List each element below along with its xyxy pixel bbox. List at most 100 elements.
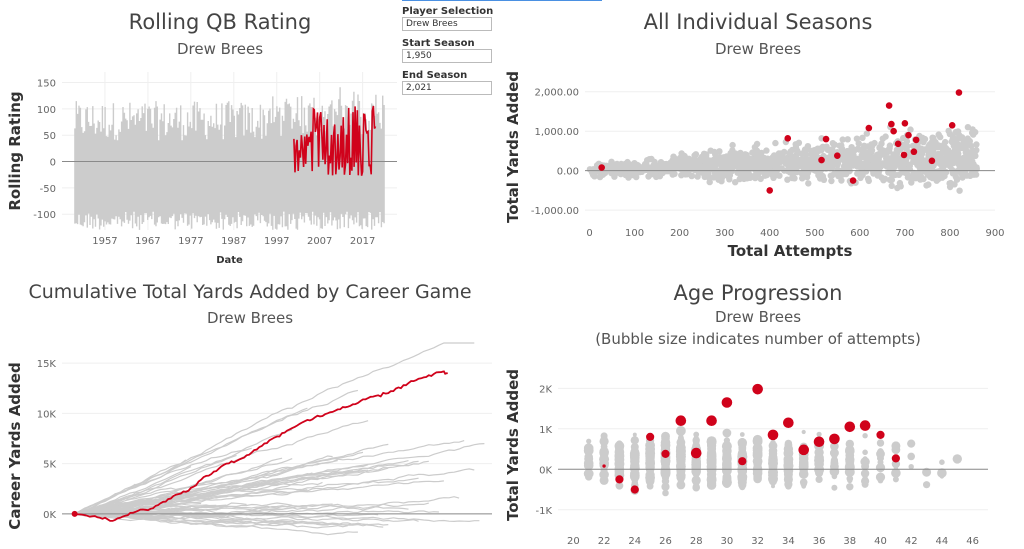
age-other-bubble (630, 461, 640, 470)
seasons-highlight-point (894, 140, 902, 148)
seasons-other-point (962, 146, 970, 153)
seasons-highlight-point (948, 121, 956, 129)
seasons-other-point (973, 141, 980, 148)
age-x-tick-label: 30 (721, 536, 734, 547)
player-selection-input[interactable]: Drew Brees (402, 17, 492, 31)
age-highlight-bubble (646, 432, 655, 442)
age-other-bubble (660, 469, 671, 479)
cumulative-y-axis-label: Career Yards Added (6, 362, 24, 529)
blue-top-bar (402, 0, 602, 1)
seasons-x-axis-label: Total Attempts (728, 242, 853, 260)
age-other-bubble (860, 469, 870, 478)
seasons-other-point (947, 179, 954, 187)
seasons-other-point (900, 161, 908, 168)
age-other-bubble (693, 470, 699, 475)
seasons-highlight-point (910, 148, 918, 156)
seasons-other-point (923, 182, 930, 189)
cumulative-y-tick-label: 10K (37, 409, 57, 420)
age-other-bubble (752, 434, 763, 445)
rolling-y-tick-label: 100 (37, 105, 56, 116)
seasons-other-point (934, 170, 941, 177)
age-highlight-bubble (690, 447, 702, 459)
seasons-highlight-point (766, 187, 774, 194)
age-y-tick-label: 0K (539, 465, 552, 476)
age-other-bubble (846, 483, 854, 491)
age-chart: 20 22 24 26 28 30 32 34 36 38 40 42 44 46 2K 1K 0K -1K Tot… (504, 369, 988, 547)
age-other-bubble (816, 475, 822, 481)
age-highlight-bubble (706, 415, 717, 427)
seasons-other-point (828, 150, 835, 158)
cumulative-y-tick-label: 5K (43, 460, 56, 471)
age-other-bubble (724, 450, 729, 455)
age-x-tick-label: 24 (628, 536, 641, 547)
seasons-other-point (678, 150, 685, 157)
seasons-chart: 0 100 200 300 400 500 600 700 800 900 2,000.00 1,00… (504, 71, 1005, 260)
seasons-other-point (757, 175, 764, 183)
rolling-y-axis-label: Rolling Rating (6, 91, 24, 210)
seasons-other-point (684, 164, 692, 171)
seasons-other-point (645, 173, 652, 180)
age-other-bubble (892, 441, 900, 450)
seasons-other-point (596, 173, 604, 181)
age-other-bubble (722, 458, 732, 469)
seasons-other-point (871, 139, 878, 147)
age-other-bubble (615, 456, 623, 464)
age-other-bubble (722, 472, 732, 482)
age-highlight-bubble (630, 485, 639, 494)
rolling-x-tick-label: 2007 (307, 236, 332, 247)
seasons-other-point (820, 176, 828, 183)
seasons-other-point (763, 147, 770, 154)
seasons-other-point (942, 144, 950, 152)
age-other-bubble (722, 428, 732, 438)
age-other-bubble (676, 470, 685, 479)
seasons-other-point (777, 158, 784, 166)
age-other-bubble (708, 443, 715, 450)
age-other-bubble (599, 470, 609, 480)
age-x-tick-label: 44 (936, 536, 949, 547)
seasons-other-point (799, 150, 807, 157)
seasons-other-point (909, 175, 916, 182)
seasons-highlight-point (890, 127, 897, 135)
seasons-other-point (848, 162, 856, 169)
seasons-other-point (755, 152, 763, 159)
seasons-other-point (732, 179, 739, 186)
seasons-x-tick-label: 700 (895, 228, 914, 239)
seasons-other-point (929, 174, 936, 182)
age-other-bubble (831, 449, 838, 456)
seasons-other-point (755, 170, 762, 177)
age-y-tick-label: 2K (539, 384, 552, 395)
age-other-bubble (937, 468, 947, 478)
age-other-bubble (908, 464, 914, 470)
age-y-tick-label: -1K (535, 506, 552, 517)
age-other-bubble (677, 461, 685, 469)
cumulative-other-career-line (74, 489, 308, 515)
age-other-bubble (847, 458, 852, 463)
seasons-other-point (836, 142, 843, 149)
seasons-highlight-point (905, 131, 912, 139)
seasons-other-point (706, 166, 713, 173)
age-other-bubble (878, 472, 883, 477)
age-other-bubble (784, 472, 793, 482)
seasons-other-point (919, 134, 926, 141)
end-season-label: End Season (402, 70, 468, 81)
end-season-input[interactable]: 2,021 (402, 81, 492, 95)
age-other-bubble (876, 439, 885, 447)
start-season-input[interactable]: 1,950 (402, 49, 492, 63)
seasons-other-point (679, 158, 686, 166)
age-other-bubble (631, 477, 638, 484)
seasons-other-point (876, 144, 884, 151)
age-other-bubble (752, 450, 763, 460)
age-other-bubble (846, 475, 854, 482)
seasons-other-point (920, 168, 928, 175)
seasons-other-point (858, 152, 865, 159)
seasons-other-point (893, 150, 901, 157)
rolling-y-tick-label: 150 (37, 79, 56, 90)
seasons-other-point (829, 163, 836, 170)
cumulative-other-career-line (74, 407, 308, 515)
seasons-other-point (722, 161, 729, 168)
seasons-other-point (826, 157, 833, 165)
age-other-bubble (739, 432, 745, 437)
age-other-bubble (816, 431, 822, 437)
age-x-tick-label: 42 (905, 536, 918, 547)
rolling-x-tick-label: 1957 (92, 236, 117, 247)
